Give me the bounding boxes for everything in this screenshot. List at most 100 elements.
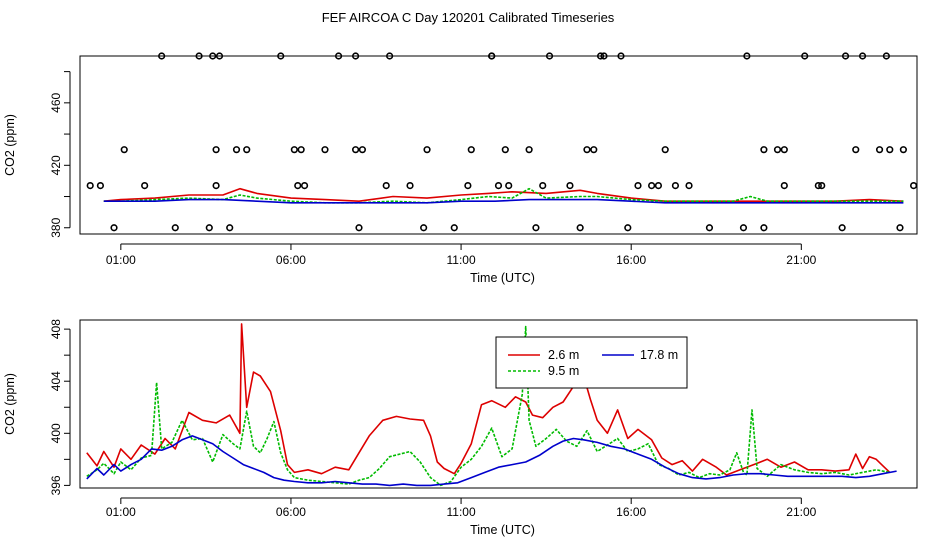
calibration-point (685, 181, 693, 190)
calibration-point (671, 181, 680, 190)
calibration-point (852, 146, 860, 154)
x-tick-label: 01:00 (106, 253, 136, 267)
x-tick-label: 16:00 (616, 253, 646, 267)
calibration-point (141, 181, 149, 190)
calibration-point (818, 181, 826, 190)
calibration-point (532, 224, 540, 232)
x-axis-label: Time (UTC) (470, 271, 535, 285)
y-tick-label: 408 (49, 319, 63, 339)
calibration-point (226, 224, 234, 232)
calibration-point (195, 52, 203, 60)
y-axis-label: CO2 (ppm) (3, 114, 17, 176)
calibration-point (158, 52, 166, 60)
calibration-point (743, 52, 751, 60)
calibration-point (171, 224, 179, 232)
y-tick-label: 420 (49, 155, 63, 175)
calibration-point (450, 224, 458, 232)
calibration-point (596, 52, 605, 60)
calibration-point (277, 52, 285, 60)
calibration-point (739, 224, 748, 232)
calibration-point (545, 52, 554, 60)
series-line-9.5m (103, 187, 904, 204)
calibration-point (215, 52, 224, 60)
calibration-point (355, 224, 363, 232)
bottom-panel: 01:00 06:00 11:00 16:00 21:00 Time (UTC) 396 40… (3, 319, 918, 537)
calibration-point (576, 224, 584, 232)
legend-label-9.5m: 9.5 m (548, 364, 579, 378)
calibration-point (212, 181, 220, 190)
calibration-point (617, 52, 625, 60)
legend-label-17.8m: 17.8 m (640, 348, 678, 362)
calibration-point (801, 52, 809, 60)
calibration-point (351, 52, 360, 60)
calibration-point (382, 181, 390, 190)
calibration-point (120, 146, 128, 154)
x-tick-label: 21:00 (786, 253, 816, 267)
calibration-point (814, 181, 822, 190)
calibration-point (294, 181, 302, 190)
calibration-point (899, 146, 907, 154)
series-line-2.6m (103, 187, 904, 202)
calibration-point (334, 52, 343, 60)
series-line-9.5m (86, 325, 890, 487)
calibration-point (875, 146, 884, 154)
calibration-point (212, 146, 220, 154)
calibration-point (209, 52, 217, 60)
calibration-point (300, 181, 309, 190)
calibration-point (505, 181, 513, 190)
y-tick-label: 404 (49, 371, 63, 391)
y-tick-label: 396 (49, 475, 63, 495)
x-tick-label: 01:00 (106, 505, 136, 519)
calibration-point (423, 146, 431, 154)
calibration-point (858, 52, 867, 60)
y-axis-label: CO2 (ppm) (3, 373, 17, 435)
calibration-point (896, 224, 904, 232)
calibration-point (583, 146, 591, 154)
calibration-point (494, 181, 503, 190)
calibration-point (386, 52, 394, 60)
calibration-point (96, 181, 105, 190)
calibration-point (648, 181, 656, 190)
x-tick-label: 21:00 (786, 505, 816, 519)
calibration-point (634, 181, 642, 190)
calibration-point (909, 181, 918, 190)
legend-box (495, 336, 688, 389)
calibration-point (886, 146, 894, 154)
calibration-point (290, 146, 298, 154)
calibration-point (838, 224, 846, 232)
calibration-point (501, 146, 509, 154)
calibration-point (525, 146, 533, 154)
calibration-point (232, 146, 241, 154)
calibration-point (600, 52, 608, 60)
calibration-point (358, 146, 367, 154)
calibration-point (467, 146, 475, 154)
plot-frame (79, 319, 918, 489)
series-line-17.8m (86, 435, 897, 487)
series-line-17.8m (103, 198, 904, 204)
calibration-point (780, 181, 788, 190)
top-panel: 01:00 06:00 11:00 16:00 21:00 Time (UTC) 380 42… (3, 52, 918, 285)
legend: 2.6 m 9.5 m 17.8 m (495, 336, 688, 389)
calibration-point (760, 224, 768, 232)
x-tick-label: 11:00 (447, 505, 476, 519)
calibration-point (464, 181, 472, 190)
x-axis-label: Time (UTC) (470, 523, 535, 537)
calibration-point (110, 224, 118, 232)
calibration-point (420, 224, 428, 232)
calibration-point (654, 181, 663, 190)
calibration-point (882, 52, 890, 60)
calibration-point (539, 181, 547, 190)
calibration-point (406, 181, 414, 190)
series-line-2.6m (86, 323, 891, 476)
chart-title: FEF AIRCOA C Day 120201 Calibrated Times… (322, 10, 615, 25)
calibration-point (86, 181, 94, 190)
plot-frame (79, 55, 918, 235)
y-tick-label: 380 (49, 217, 63, 237)
calibration-point (780, 146, 788, 154)
y-tick-label: 400 (49, 423, 63, 443)
calibration-point (488, 52, 496, 60)
calibration-point (705, 224, 714, 232)
calibration-point (351, 146, 360, 154)
calibration-point (760, 146, 768, 154)
